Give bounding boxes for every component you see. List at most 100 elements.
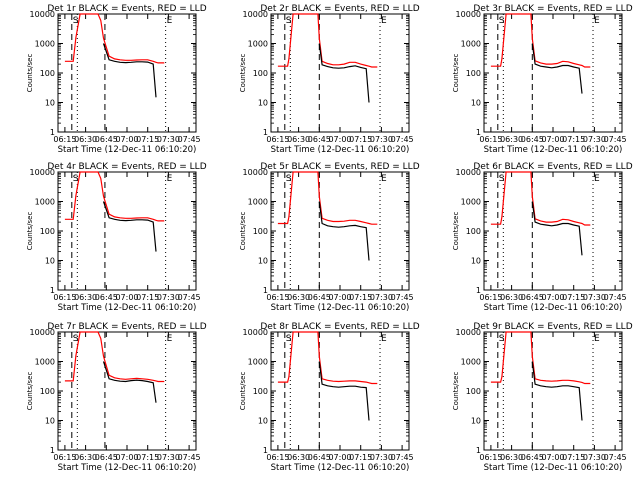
x-tick-label: 06:30	[74, 453, 97, 462]
x-tick-label: 06:30	[500, 135, 523, 144]
x-tick-label: 06:15	[479, 293, 502, 302]
panel-title: Det 9r BLACK = Events, RED = LLD	[473, 322, 632, 332]
x-tick-label: 06:45	[95, 293, 118, 302]
y-tick-label: 10000	[30, 168, 55, 177]
x-tick-label: 07:00	[328, 135, 351, 144]
y-tick-label: 1	[263, 446, 268, 455]
y-tick-label: 10	[471, 99, 481, 108]
x-tick-label: 07:00	[541, 453, 564, 462]
x-tick-label: 07:45	[391, 293, 414, 302]
panel-title: Det 1r BLACK = Events, RED = LLD	[47, 4, 206, 14]
x-tick-label: 07:15	[349, 135, 372, 144]
x-axis-label: Start Time (12-Dec-11 06:10:20)	[484, 463, 623, 473]
y-tick-label: 10	[471, 417, 481, 426]
marker-label: E	[381, 334, 387, 344]
y-tick-label: 10	[258, 99, 268, 108]
y-tick-label: 10000	[243, 328, 268, 337]
series-lld	[277, 171, 378, 225]
marker-label: S	[73, 174, 79, 184]
marker-label: E	[594, 16, 600, 26]
marker-label: E	[594, 334, 600, 344]
marker-label: S	[286, 174, 292, 184]
x-tick-label: 07:45	[604, 135, 627, 144]
panel-det-6: Det 6r BLACK = Events, RED = LLD 1 10 100 10…	[452, 162, 633, 313]
x-tick-label: 06:45	[95, 453, 118, 462]
marker-label: S	[73, 16, 79, 26]
x-tick-label: 06:45	[308, 293, 331, 302]
y-tick-label: 100	[40, 69, 55, 78]
y-tick-label: 1000	[248, 198, 268, 207]
y-axis-label: Counts/sec	[452, 54, 460, 93]
panel-title: Det 7r BLACK = Events, RED = LLD	[47, 322, 206, 332]
panel-det-2: Det 2r BLACK = Events, RED = LLD 1 10 100 10…	[239, 4, 420, 155]
x-tick-label: 07:30	[157, 453, 180, 462]
x-tick-label: 06:15	[53, 293, 76, 302]
x-tick-label: 07:45	[604, 453, 627, 462]
x-tick-label: 07:45	[391, 453, 414, 462]
x-tick-label: 06:30	[74, 135, 97, 144]
x-tick-label: 06:15	[479, 135, 502, 144]
y-tick-label: 1000	[35, 358, 55, 367]
marker-label: E	[167, 16, 173, 26]
x-tick-label: 06:30	[287, 135, 310, 144]
panel-det-1: Det 1r BLACK = Events, RED = LLD 1 10 100 10…	[26, 4, 207, 155]
y-tick-label: 10000	[243, 10, 268, 19]
panel-det-4: Det 4r BLACK = Events, RED = LLD 1 10 100 10…	[26, 162, 207, 313]
y-tick-label: 1	[263, 286, 268, 295]
series-lld	[64, 13, 165, 64]
x-tick-label: 06:15	[479, 453, 502, 462]
x-axis-label: Start Time (12-Dec-11 06:10:20)	[271, 463, 410, 473]
y-tick-label: 1000	[248, 40, 268, 49]
marker-label: S	[499, 16, 505, 26]
panel-title: Det 2r BLACK = Events, RED = LLD	[260, 4, 419, 14]
x-tick-label: 07:15	[562, 135, 585, 144]
panel-det-7: Det 7r BLACK = Events, RED = LLD 1 10 100 10…	[26, 322, 207, 473]
x-axis-label: Start Time (12-Dec-11 06:10:20)	[484, 303, 623, 313]
x-tick-label: 07:15	[136, 135, 159, 144]
marker-label: E	[381, 174, 387, 184]
x-tick-label: 07:45	[604, 293, 627, 302]
y-tick-label: 100	[40, 227, 55, 236]
x-tick-label: 07:30	[370, 135, 393, 144]
y-axis-label: Counts/sec	[452, 212, 460, 251]
x-tick-label: 07:45	[178, 135, 201, 144]
marker-label: S	[499, 334, 505, 344]
y-tick-label: 100	[466, 69, 481, 78]
y-tick-label: 1	[50, 128, 55, 137]
x-tick-label: 07:00	[541, 135, 564, 144]
x-tick-label: 06:45	[521, 453, 544, 462]
x-tick-label: 07:30	[583, 135, 606, 144]
series-lld	[64, 331, 165, 383]
y-tick-label: 10	[258, 257, 268, 266]
y-tick-label: 100	[466, 387, 481, 396]
x-tick-label: 06:45	[521, 293, 544, 302]
series-events	[318, 43, 370, 103]
marker-label: S	[499, 174, 505, 184]
panel-det-5: Det 5r BLACK = Events, RED = LLD 1 10 100 10…	[239, 162, 420, 313]
y-axis-label: Counts/sec	[239, 372, 247, 411]
y-axis-label: Counts/sec	[452, 372, 460, 411]
x-tick-label: 06:15	[266, 135, 289, 144]
series-lld	[277, 331, 378, 385]
y-tick-label: 100	[253, 227, 268, 236]
x-tick-label: 07:45	[391, 135, 414, 144]
x-tick-label: 07:15	[562, 293, 585, 302]
panel-title: Det 6r BLACK = Events, RED = LLD	[473, 162, 632, 172]
x-axis-label: Start Time (12-Dec-11 06:10:20)	[58, 463, 197, 473]
x-tick-label: 06:15	[266, 453, 289, 462]
y-tick-label: 10000	[456, 10, 481, 19]
y-tick-label: 1000	[35, 40, 55, 49]
y-tick-label: 100	[253, 69, 268, 78]
y-tick-label: 10	[45, 99, 55, 108]
x-tick-label: 07:00	[115, 453, 138, 462]
marker-label: S	[73, 334, 79, 344]
x-tick-label: 06:45	[521, 135, 544, 144]
series-events	[102, 361, 157, 403]
marker-label: E	[167, 334, 173, 344]
x-axis-label: Start Time (12-Dec-11 06:10:20)	[271, 145, 410, 155]
y-tick-label: 1	[476, 128, 481, 137]
y-tick-label: 1	[476, 286, 481, 295]
x-tick-label: 06:45	[308, 453, 331, 462]
x-tick-label: 06:30	[287, 453, 310, 462]
